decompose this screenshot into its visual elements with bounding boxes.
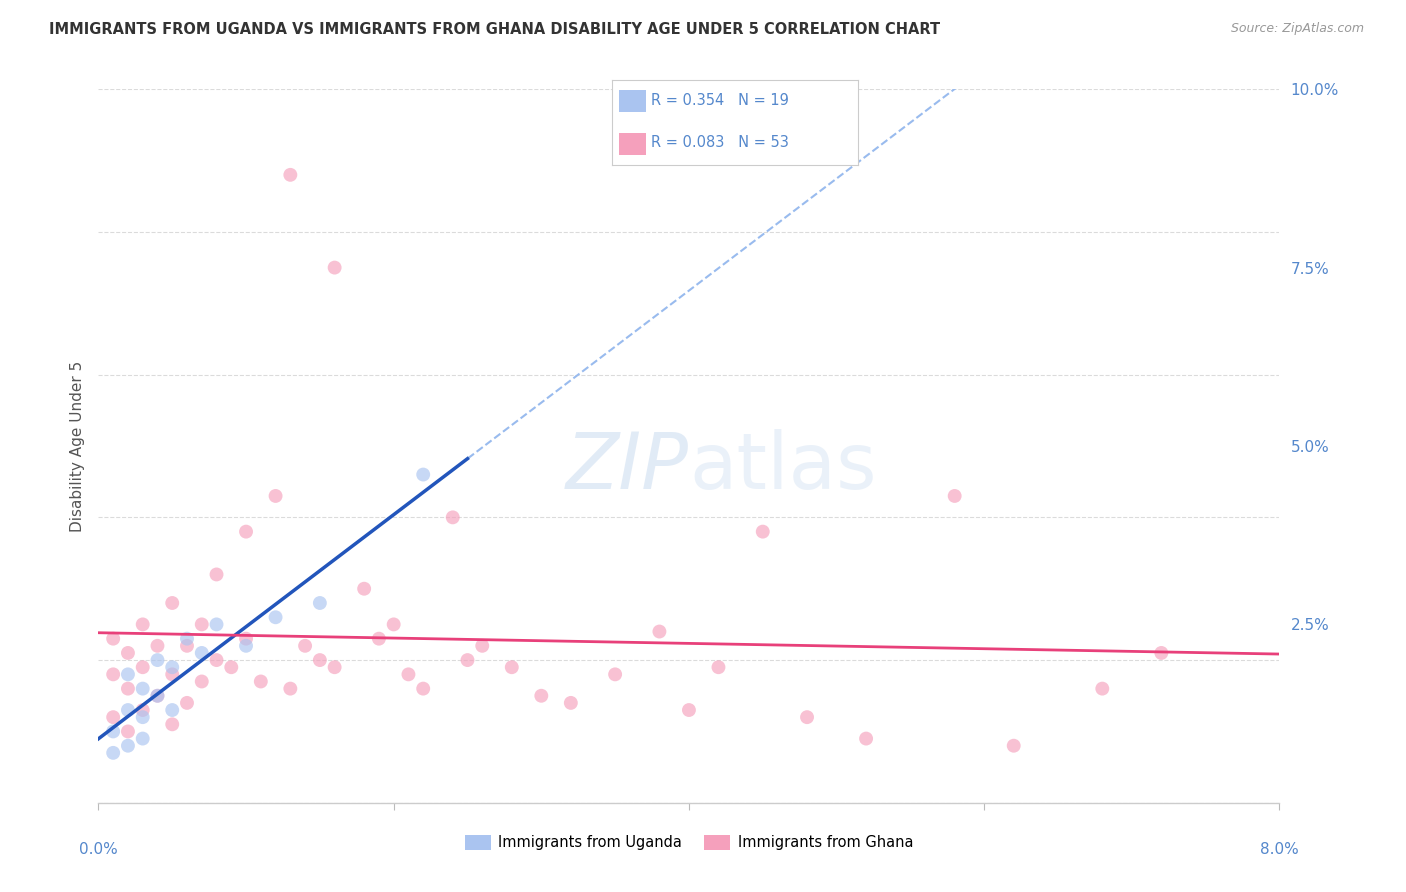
Point — [132, 731, 155, 746]
Point — [132, 660, 155, 674]
Point — [132, 681, 155, 696]
Point — [382, 617, 405, 632]
Point — [132, 710, 155, 724]
Bar — [619, 90, 647, 112]
Point — [103, 667, 125, 681]
Text: R = 0.354   N = 19: R = 0.354 N = 19 — [651, 93, 789, 108]
Point — [132, 617, 155, 632]
Point — [605, 667, 627, 681]
Point — [353, 582, 375, 596]
Point — [678, 703, 700, 717]
Point — [205, 653, 228, 667]
Point — [117, 681, 139, 696]
Point — [162, 667, 183, 681]
Point — [323, 660, 346, 674]
Point — [264, 610, 287, 624]
Point — [309, 653, 332, 667]
Text: IMMIGRANTS FROM UGANDA VS IMMIGRANTS FROM GHANA DISABILITY AGE UNDER 5 CORRELATI: IMMIGRANTS FROM UGANDA VS IMMIGRANTS FRO… — [49, 22, 941, 37]
Point — [441, 510, 464, 524]
Point — [264, 489, 287, 503]
Point — [176, 696, 198, 710]
Point — [1002, 739, 1025, 753]
Point — [457, 653, 479, 667]
Text: Source: ZipAtlas.com: Source: ZipAtlas.com — [1230, 22, 1364, 36]
Point — [398, 667, 420, 681]
Point — [280, 681, 302, 696]
Point — [146, 689, 169, 703]
Point — [221, 660, 243, 674]
Text: R = 0.083   N = 53: R = 0.083 N = 53 — [651, 136, 789, 151]
Point — [412, 467, 434, 482]
Point — [235, 632, 257, 646]
Point — [1091, 681, 1114, 696]
Legend: Immigrants from Uganda, Immigrants from Ghana: Immigrants from Uganda, Immigrants from … — [458, 829, 920, 856]
Bar — [619, 133, 647, 155]
Text: 8.0%: 8.0% — [1260, 842, 1299, 857]
Point — [752, 524, 775, 539]
Point — [162, 596, 183, 610]
Point — [560, 696, 582, 710]
Point — [103, 746, 125, 760]
Point — [191, 617, 214, 632]
Point — [235, 524, 257, 539]
Point — [648, 624, 671, 639]
Point — [707, 660, 730, 674]
Text: atlas: atlas — [689, 429, 876, 506]
Point — [191, 674, 214, 689]
Point — [162, 717, 183, 731]
Point — [117, 646, 139, 660]
Y-axis label: Disability Age Under 5: Disability Age Under 5 — [69, 360, 84, 532]
Point — [294, 639, 316, 653]
Point — [530, 689, 553, 703]
Point — [146, 639, 169, 653]
Point — [309, 596, 332, 610]
Text: 0.0%: 0.0% — [79, 842, 118, 857]
Point — [501, 660, 523, 674]
Point — [117, 739, 139, 753]
Point — [280, 168, 302, 182]
Point — [117, 724, 139, 739]
Point — [176, 632, 198, 646]
Point — [176, 639, 198, 653]
Point — [368, 632, 391, 646]
Point — [1150, 646, 1173, 660]
Point — [117, 667, 139, 681]
Point — [250, 674, 273, 689]
Point — [412, 681, 434, 696]
Text: ZIP: ZIP — [567, 429, 689, 506]
Point — [943, 489, 966, 503]
Point — [205, 567, 228, 582]
Point — [796, 710, 818, 724]
Point — [162, 660, 183, 674]
Point — [471, 639, 494, 653]
Point — [103, 632, 125, 646]
Point — [103, 724, 125, 739]
Point — [855, 731, 877, 746]
Point — [117, 703, 139, 717]
Point — [235, 639, 257, 653]
Point — [146, 689, 169, 703]
Point — [103, 710, 125, 724]
Point — [146, 653, 169, 667]
Point — [132, 703, 155, 717]
Point — [323, 260, 346, 275]
Point — [162, 703, 183, 717]
Point — [191, 646, 214, 660]
Point — [205, 617, 228, 632]
